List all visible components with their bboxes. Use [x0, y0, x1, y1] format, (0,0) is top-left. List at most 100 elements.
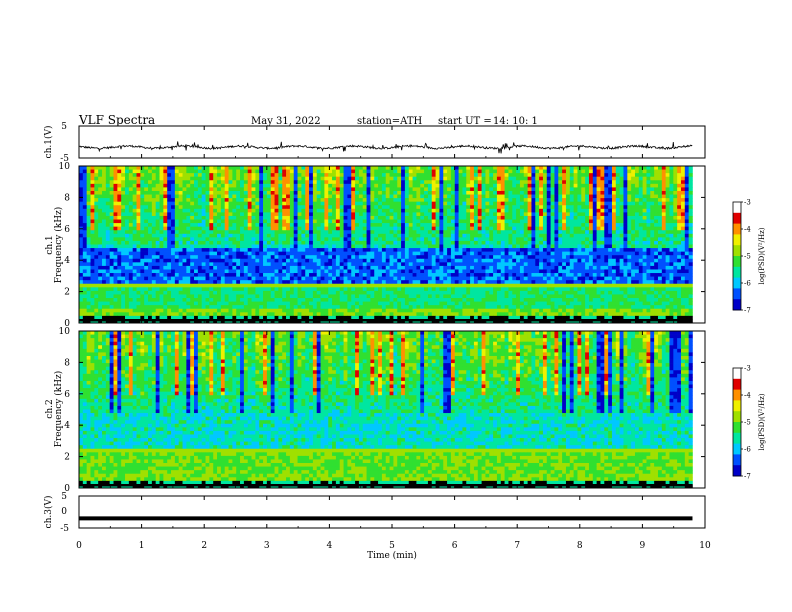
spectrogram-cell	[404, 240, 410, 245]
spectrogram-cell	[312, 230, 318, 235]
spectrogram-cell	[251, 201, 256, 206]
spectrogram-cell	[243, 208, 248, 213]
spectrogram-cell	[654, 166, 659, 170]
spectrogram-cell	[213, 262, 218, 267]
spectrogram-cell	[412, 190, 417, 195]
spectrogram-cell	[159, 173, 164, 178]
spectrogram-cell	[389, 219, 394, 224]
spectrogram-cell	[190, 187, 195, 192]
spectrogram-cell	[155, 251, 160, 256]
spectrogram-cell	[596, 201, 601, 206]
spectrogram-cell	[554, 190, 559, 195]
spectrogram-cell	[282, 190, 287, 195]
spectrogram-cell	[585, 269, 590, 274]
spectrogram-cell	[86, 190, 91, 195]
spectrogram-cell	[247, 215, 252, 220]
spectrogram-cell	[305, 233, 310, 238]
spectrogram-cell	[493, 244, 498, 249]
spectrogram-cell	[347, 233, 352, 238]
spectrogram-cell	[477, 265, 482, 270]
spectrogram-cell	[328, 244, 333, 249]
spectrogram-cell	[404, 180, 410, 185]
spectrogram-cell	[569, 248, 574, 252]
spectrogram-cell	[673, 183, 678, 188]
spectrogram-cell	[462, 173, 467, 178]
spectrogram-cell	[558, 190, 563, 195]
spectrogram-cell	[424, 237, 429, 242]
spectrogram-cell	[121, 166, 126, 170]
spectrogram-cell	[527, 223, 532, 227]
spectrogram-cell	[370, 244, 375, 249]
spectrogram-cell	[592, 273, 597, 277]
spectrogram-cell	[297, 194, 302, 199]
spectrogram-cell	[466, 198, 471, 202]
spectrogram-cell	[251, 166, 256, 170]
spectrogram-cell	[489, 215, 494, 220]
spectrogram-cell	[420, 212, 425, 217]
spectrogram-cell	[155, 205, 160, 210]
spectrogram-cell	[546, 262, 551, 267]
spectrogram-cell	[404, 248, 410, 252]
spectrogram-cell	[347, 240, 352, 245]
spectrogram-cell	[289, 269, 295, 274]
spectrogram-cell	[102, 212, 107, 217]
spectrogram-cell	[665, 173, 670, 178]
spectrogram-cell	[680, 190, 686, 195]
spectrogram-cell	[527, 205, 532, 210]
spectrogram-cell	[316, 251, 321, 256]
spectrogram-cell	[378, 262, 383, 267]
spectrogram-cell	[504, 230, 509, 235]
spectrogram-cell	[121, 262, 126, 267]
spectrogram-cell	[163, 212, 168, 217]
spectrogram-cell	[684, 248, 689, 252]
spectrogram-cell	[431, 215, 436, 220]
spectrogram-cell	[393, 198, 398, 202]
spectrogram-cell	[347, 176, 352, 181]
spectrogram-cell	[213, 223, 218, 227]
spectrogram-cell	[339, 226, 344, 231]
spectrogram-cell	[431, 190, 436, 195]
spectrogram-cell	[585, 258, 590, 263]
spectrogram-cell	[286, 205, 291, 210]
spectrogram-cell	[270, 273, 275, 277]
spectrogram-cell	[259, 262, 264, 267]
spectrogram-cell	[243, 258, 248, 263]
spectrogram-cell	[217, 244, 222, 249]
spectrogram-cell	[328, 223, 333, 227]
spectrogram-cell	[159, 223, 164, 227]
spectrogram-cell	[182, 233, 187, 238]
spectrogram-cell	[213, 173, 218, 178]
spectrogram-cell	[293, 223, 298, 227]
spectrogram-cell	[113, 190, 118, 195]
spectrogram-cell	[650, 201, 655, 206]
spectrogram-cell	[251, 180, 256, 185]
spectrogram-cell	[657, 187, 663, 192]
spectrogram-cell	[623, 223, 628, 227]
spectrogram-cell	[305, 208, 310, 213]
spectrogram-cell	[355, 240, 360, 245]
spectrogram-cell	[209, 273, 214, 277]
spectrogram-cell	[82, 223, 87, 227]
spectrogram-cell	[669, 240, 674, 245]
spectrogram-cell	[404, 251, 410, 256]
spectrogram-cell	[263, 230, 268, 235]
spectrogram-cell	[585, 183, 590, 188]
spectrogram-cell	[627, 265, 632, 270]
spectrogram-cell	[381, 230, 387, 235]
spectrogram-cell	[389, 187, 394, 192]
spectrogram-cell	[171, 194, 176, 199]
spectrogram-cell	[669, 201, 674, 206]
spectrogram-cell	[339, 212, 344, 217]
spectrogram-cell	[171, 258, 176, 263]
spectrogram-cell	[79, 237, 84, 242]
spectrogram-cell	[228, 205, 233, 210]
spectrogram-cell	[259, 244, 264, 249]
spectrogram-cell	[324, 208, 329, 213]
spectrogram-cell	[255, 255, 260, 260]
spectrogram-cell	[688, 212, 693, 217]
spectrogram-cell	[447, 215, 452, 220]
spectrogram-cell	[546, 219, 551, 224]
spectrogram-cell	[266, 201, 272, 206]
spectrogram-cell	[113, 201, 118, 206]
spectrogram-cell	[661, 244, 666, 249]
